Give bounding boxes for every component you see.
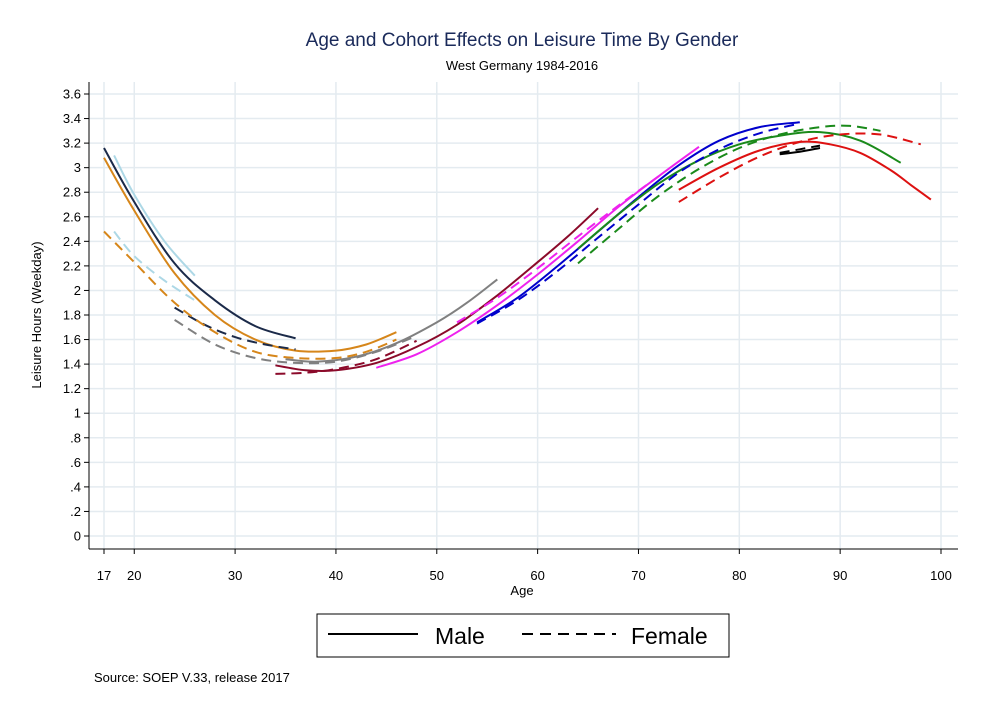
chart-subtitle: West Germany 1984-2016 bbox=[446, 58, 598, 73]
y-tick-label: .6 bbox=[70, 455, 81, 470]
legend: Male Female bbox=[316, 613, 730, 658]
x-axis-label: Age bbox=[510, 583, 533, 598]
y-tick-label: .8 bbox=[70, 430, 81, 445]
y-tick-label: .4 bbox=[70, 479, 81, 494]
x-tick-label: 70 bbox=[631, 568, 645, 583]
legend-box bbox=[316, 613, 730, 658]
male-series-line-9 bbox=[779, 147, 821, 156]
source-note: Source: SOEP V.33, release 2017 bbox=[94, 670, 290, 685]
y-tick-label: 3.2 bbox=[63, 136, 81, 151]
male-series-line-8 bbox=[678, 140, 932, 201]
x-tick-label: 20 bbox=[127, 568, 141, 583]
male-series-line-7 bbox=[577, 130, 902, 250]
y-tick-label: 3.4 bbox=[63, 111, 81, 126]
female-series-line-18 bbox=[678, 132, 922, 203]
y-tick-label: 1.4 bbox=[63, 357, 81, 372]
male-series-line-1 bbox=[113, 154, 196, 277]
y-ticks: 0 .2 .4 .6 .8 1 1.2 1.4 1.6 1.8 2 2.2 2.4 2.6 2.8 3 3.2 3… bbox=[63, 87, 89, 544]
y-tick-label: .2 bbox=[70, 504, 81, 519]
x-tick-label: 17 bbox=[97, 568, 111, 583]
y-tick-label: 2.6 bbox=[63, 209, 81, 224]
male-series-line-3 bbox=[285, 278, 498, 363]
female-series-line-10 bbox=[174, 306, 296, 351]
x-tick-label: 60 bbox=[530, 568, 544, 583]
series-layer bbox=[103, 121, 932, 375]
chart-title: Age and Cohort Effects on Leisure Time B… bbox=[306, 30, 739, 51]
male-series-line-5 bbox=[375, 145, 700, 369]
x-tick-label: 50 bbox=[430, 568, 444, 583]
female-series-line-12 bbox=[103, 230, 397, 360]
female-series-line-17 bbox=[577, 124, 881, 265]
y-tick-label: 1 bbox=[74, 406, 81, 421]
grid bbox=[89, 82, 958, 549]
y-tick-label: 1.2 bbox=[63, 381, 81, 396]
female-series-line-11 bbox=[113, 230, 196, 302]
x-tick-label: 30 bbox=[228, 568, 242, 583]
female-series-line-16 bbox=[476, 122, 801, 325]
female-series-line-15 bbox=[456, 175, 660, 324]
legend-male-label: Male bbox=[435, 623, 485, 649]
female-series-line-13 bbox=[174, 319, 417, 365]
y-tick-label: 2.8 bbox=[63, 185, 81, 200]
male-series-line-0 bbox=[103, 147, 296, 340]
x-tick-label: 80 bbox=[732, 568, 746, 583]
y-tick-label: 1.6 bbox=[63, 332, 81, 347]
y-axis-label: Leisure Hours (Weekday) bbox=[29, 241, 44, 388]
x-tick-label: 40 bbox=[329, 568, 343, 583]
y-tick-label: 1.8 bbox=[63, 308, 81, 323]
y-tick-label: 3.6 bbox=[63, 87, 81, 102]
legend-female-label: Female bbox=[631, 623, 708, 649]
male-series-line-4 bbox=[275, 207, 599, 373]
y-tick-label: 2.2 bbox=[63, 258, 81, 273]
y-tick-label: 2.4 bbox=[63, 234, 81, 249]
female-series-line-19 bbox=[779, 144, 821, 154]
y-tick-label: 3 bbox=[74, 160, 81, 175]
x-ticks: 17 20 30 40 50 60 70 80 90 100 bbox=[97, 549, 952, 583]
x-tick-label: 100 bbox=[930, 568, 952, 583]
y-tick-label: 2 bbox=[74, 283, 81, 298]
male-series-line-2 bbox=[103, 157, 397, 353]
x-tick-label: 90 bbox=[833, 568, 847, 583]
y-tick-label: 0 bbox=[74, 529, 81, 544]
female-series-line-14 bbox=[275, 339, 418, 375]
